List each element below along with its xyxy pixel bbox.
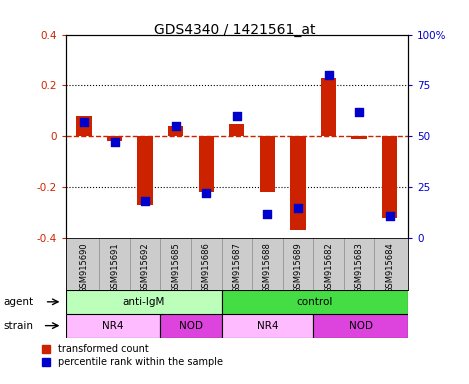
Point <box>80 119 88 125</box>
Point <box>203 190 210 196</box>
Text: GSM915689: GSM915689 <box>294 242 303 293</box>
Bar <box>160 314 221 338</box>
Text: GDS4340 / 1421561_at: GDS4340 / 1421561_at <box>154 23 315 37</box>
Legend: transformed count, percentile rank within the sample: transformed count, percentile rank withi… <box>42 344 223 367</box>
Text: strain: strain <box>3 321 33 331</box>
Bar <box>321 78 336 136</box>
Text: GSM915682: GSM915682 <box>324 242 333 293</box>
Bar <box>66 290 221 314</box>
Point <box>264 210 271 217</box>
Point <box>111 139 118 146</box>
Bar <box>137 136 153 205</box>
Bar <box>76 116 91 136</box>
Point <box>325 72 333 78</box>
Bar <box>290 136 306 230</box>
Bar <box>221 314 313 338</box>
Text: NOD: NOD <box>348 321 373 331</box>
Bar <box>313 314 408 338</box>
Point <box>294 205 302 211</box>
Text: GSM915688: GSM915688 <box>263 242 272 293</box>
Text: GSM915686: GSM915686 <box>202 242 211 293</box>
Point <box>172 123 180 129</box>
Bar <box>260 136 275 192</box>
Bar <box>66 314 160 338</box>
Text: NR4: NR4 <box>102 321 124 331</box>
Point <box>233 113 241 119</box>
Text: GSM915690: GSM915690 <box>80 242 89 293</box>
Text: anti-IgM: anti-IgM <box>122 297 165 307</box>
Bar <box>107 136 122 141</box>
Text: NOD: NOD <box>179 321 203 331</box>
Text: GSM915687: GSM915687 <box>232 242 242 293</box>
Bar <box>168 126 183 136</box>
Bar <box>229 124 244 136</box>
Text: control: control <box>296 297 333 307</box>
Text: agent: agent <box>3 297 33 307</box>
Text: GSM915685: GSM915685 <box>171 242 180 293</box>
Point <box>356 109 363 115</box>
Point <box>141 199 149 205</box>
Text: GSM915683: GSM915683 <box>355 242 363 293</box>
Text: NR4: NR4 <box>257 321 278 331</box>
Bar <box>221 290 408 314</box>
Text: GSM915684: GSM915684 <box>385 242 394 293</box>
Bar <box>382 136 397 218</box>
Bar <box>199 136 214 192</box>
Point <box>386 213 393 219</box>
Bar <box>351 136 367 139</box>
Text: GSM915692: GSM915692 <box>141 242 150 293</box>
Text: GSM915691: GSM915691 <box>110 242 119 293</box>
